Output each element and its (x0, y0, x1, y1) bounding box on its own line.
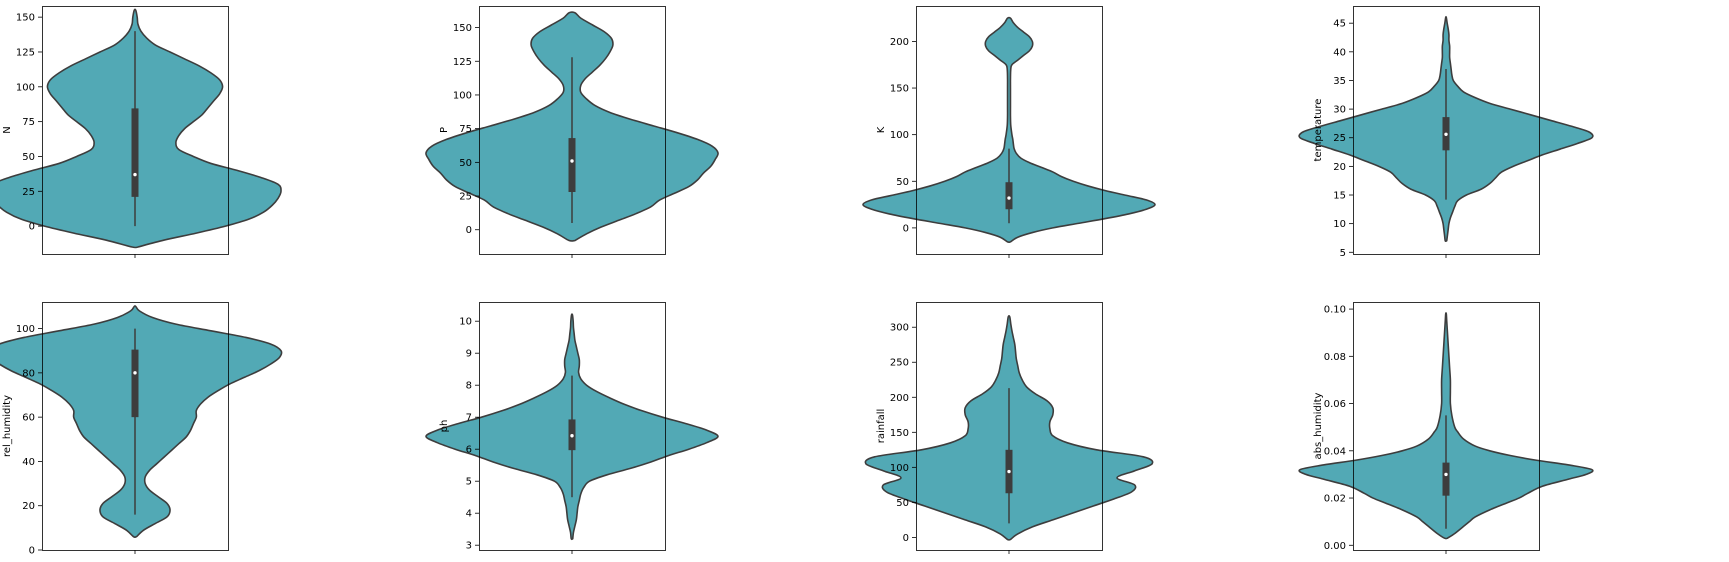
y-tick-label: 250 (890, 358, 909, 369)
y-axis-label: abs_humidity (1313, 393, 1324, 460)
y-tick-label: 20 (1333, 162, 1346, 173)
y-tick-label: 5 (1340, 248, 1346, 259)
y-axis-label: temperature (1313, 99, 1324, 162)
y-tick-label: 150 (453, 23, 472, 34)
y-tick-label: 125 (453, 57, 472, 68)
y-tick-label: 50 (896, 177, 909, 188)
subplot-rainfall: 0 50 100 150 200 250 300 rainfall (864, 302, 1154, 554)
violin-iqr-box (1005, 182, 1013, 210)
y-tick-label: 25 (22, 187, 35, 198)
violin-median-point (570, 159, 574, 163)
violin-median-point (1444, 132, 1448, 136)
y-tick-label: 75 (22, 117, 35, 128)
violin-iqr-box (568, 138, 576, 192)
y-tick-label: 10 (1333, 219, 1346, 230)
y-tick-label: 0.04 (1324, 446, 1346, 457)
y-tick-label: 0.00 (1324, 541, 1346, 552)
y-axis-label: P (439, 127, 450, 133)
y-tick-label: 60 (22, 413, 35, 424)
y-tick-label: 15 (1333, 191, 1346, 202)
y-tick-label: 10 (459, 317, 472, 328)
y-tick-label: 0 (903, 533, 909, 544)
y-axis-label: rainfall (876, 409, 887, 444)
y-tick-label: 100 (16, 82, 35, 93)
y-tick-label: 0.02 (1324, 494, 1346, 505)
violin-body (862, 16, 1156, 244)
y-tick-label: 4 (466, 509, 472, 520)
y-tick-label: 150 (890, 428, 909, 439)
y-tick-label: 300 (890, 323, 909, 334)
violin-iqr-box (131, 349, 139, 418)
y-tick-label: 50 (896, 498, 909, 509)
subplot-temperature: 5 10 15 20 25 30 35 40 45 temperature (1298, 6, 1594, 259)
y-tick-label: 9 (466, 349, 472, 360)
violin-body (0, 8, 282, 249)
y-tick-label: 40 (1333, 47, 1346, 58)
violin-iqr-box (131, 108, 139, 197)
subplot-ph: 3 4 5 6 7 8 9 10 ph (425, 302, 719, 554)
y-tick-label: 20 (22, 501, 35, 512)
y-tick-label: 0 (466, 225, 472, 236)
y-tick-label: 0 (29, 546, 35, 557)
y-tick-label: 100 (890, 463, 909, 474)
axes-frame (916, 302, 1103, 551)
y-tick-label: 25 (459, 192, 472, 203)
y-tick-label: 75 (459, 124, 472, 135)
axes-frame (916, 6, 1103, 255)
y-tick-label: 150 (16, 13, 35, 24)
y-tick-label: 6 (466, 445, 472, 456)
y-tick-label: 0.10 (1324, 305, 1346, 316)
y-tick-label: 0 (29, 222, 35, 233)
y-tick-label: 35 (1333, 76, 1346, 87)
y-tick-label: 0.06 (1324, 399, 1346, 410)
y-axis-label: N (2, 126, 13, 133)
subplot-N: 0 25 50 75 100 125 150 N (0, 6, 282, 258)
axes-frame (1353, 302, 1540, 551)
violin-median-point (133, 172, 137, 177)
y-tick-label: 100 (890, 130, 909, 141)
violin-median-point (570, 434, 574, 438)
y-tick-label: 80 (22, 368, 35, 379)
y-tick-label: 30 (1333, 105, 1346, 116)
y-tick-label: 5 (466, 477, 472, 488)
y-tick-label: 125 (16, 47, 35, 58)
subplot-P: 0 25 50 75 100 125 150 P (425, 6, 719, 258)
y-tick-label: 150 (890, 84, 909, 95)
y-tick-label: 45 (1333, 19, 1346, 30)
y-axis-label: rel_humidity (2, 395, 13, 457)
y-tick-label: 0 (903, 223, 909, 234)
y-tick-label: 3 (466, 541, 472, 552)
y-axis-label: K (876, 126, 887, 133)
y-tick-label: 100 (16, 324, 35, 335)
y-tick-label: 200 (890, 37, 909, 48)
violin-body (0, 305, 283, 538)
violin-median-point (1444, 472, 1448, 477)
axes-frame (1353, 6, 1540, 255)
violin-median-point (1007, 196, 1011, 200)
violin-iqr-box (1442, 462, 1450, 496)
axes-frame (479, 302, 666, 551)
violin-median-point (133, 371, 137, 375)
y-tick-label: 8 (466, 381, 472, 392)
y-tick-label: 40 (22, 457, 35, 468)
y-tick-label: 50 (459, 158, 472, 169)
y-tick-label: 7 (466, 413, 472, 424)
y-tick-label: 200 (890, 393, 909, 404)
axes-frame (42, 6, 229, 255)
y-tick-label: 100 (453, 90, 472, 101)
subplot-K: 0 50 100 150 200 K (862, 6, 1156, 258)
y-axis-label: ph (439, 420, 450, 433)
axes-frame (479, 6, 666, 255)
subplot-abs-humidity: 0.00 0.02 0.04 0.06 0.08 0.10 abs_humidity (1298, 302, 1594, 554)
y-tick-label: 0.08 (1324, 352, 1346, 363)
y-tick-label: 50 (22, 152, 35, 163)
violin-median-point (1007, 469, 1011, 474)
subplot-rel-humidity: 0 20 40 60 80 100 rel_humidity (0, 302, 283, 557)
axes-frame (42, 302, 229, 551)
y-tick-label: 25 (1333, 133, 1346, 144)
